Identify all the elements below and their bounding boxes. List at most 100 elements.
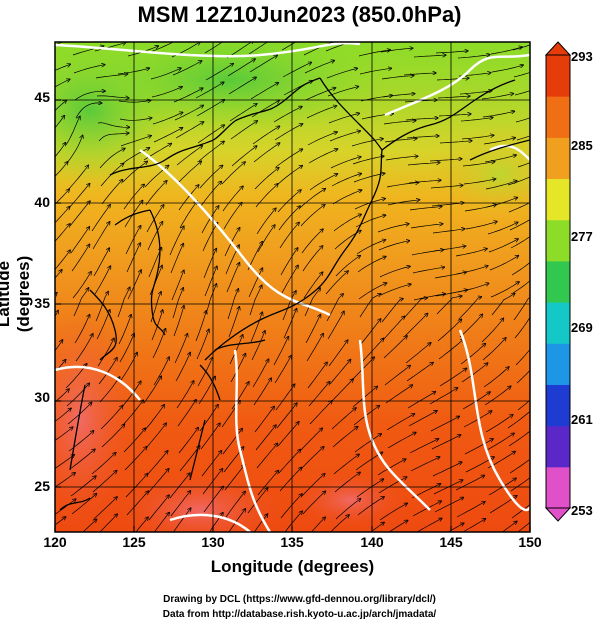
lat-tick: 35 — [34, 295, 50, 311]
streamline — [507, 176, 530, 186]
streamline — [489, 256, 519, 271]
streamline — [99, 514, 117, 532]
streamline — [175, 352, 190, 382]
streamline — [253, 143, 280, 163]
streamline — [512, 44, 530, 51]
streamline — [464, 439, 493, 455]
streamline — [144, 405, 164, 431]
streamline — [197, 125, 224, 144]
streamline — [403, 298, 427, 319]
lon-tick: 135 — [280, 534, 304, 550]
streamline — [122, 161, 147, 183]
streamline — [409, 207, 442, 211]
y-axis-label: Latitude (degrees) — [0, 255, 33, 333]
streamline — [413, 55, 446, 58]
streamline — [491, 293, 515, 316]
streamline — [483, 138, 515, 145]
streamline — [201, 206, 219, 234]
streamline — [68, 184, 90, 209]
streamline — [249, 55, 277, 73]
streamline — [304, 61, 334, 74]
streamline — [379, 266, 410, 278]
streamline — [387, 200, 420, 206]
streamline — [72, 272, 91, 299]
streamline — [280, 494, 302, 519]
streamline — [228, 307, 239, 338]
lat-tick: 40 — [34, 194, 50, 210]
streamline — [221, 162, 245, 185]
streamline — [205, 64, 233, 81]
streamline — [407, 163, 440, 166]
streamline — [171, 270, 184, 301]
streamline — [388, 520, 408, 532]
streamline — [490, 282, 519, 298]
streamline — [277, 190, 301, 213]
streamline — [250, 83, 279, 100]
streamline — [361, 338, 384, 363]
streamline — [169, 473, 190, 499]
streamline — [381, 299, 403, 323]
streamline — [66, 135, 83, 164]
streamline — [276, 166, 302, 186]
streamline — [94, 42, 126, 52]
streamline — [248, 268, 263, 298]
streamline — [122, 400, 143, 426]
streamline — [416, 518, 442, 532]
streamline — [248, 42, 269, 55]
streamline — [352, 386, 377, 408]
streamline — [515, 348, 530, 366]
lon-tick: 125 — [122, 534, 146, 550]
streamline — [358, 50, 390, 57]
streamline — [386, 414, 415, 431]
streamline — [100, 406, 123, 430]
streamline — [508, 430, 530, 447]
streamline — [176, 146, 202, 166]
streamline — [330, 379, 353, 403]
streamline — [379, 503, 407, 521]
figure-title: MSM 12Z10Jun2023 (850.0hPa) — [137, 2, 462, 27]
streamline — [360, 319, 381, 345]
colorbar-segment — [546, 425, 570, 468]
streamline — [380, 48, 413, 53]
streamline — [67, 165, 88, 191]
streamline — [378, 477, 407, 494]
streamline — [273, 337, 289, 366]
streamline — [353, 173, 385, 183]
streamline — [169, 226, 184, 256]
streamline — [309, 174, 338, 191]
streamline — [491, 65, 523, 73]
streamline — [135, 517, 148, 532]
streamline — [227, 59, 255, 77]
streamline — [435, 51, 468, 54]
streamline — [195, 82, 224, 99]
streamline — [410, 224, 443, 229]
streamline — [283, 309, 297, 339]
streamline — [177, 400, 196, 427]
streamline — [200, 423, 220, 450]
streamline — [335, 499, 361, 520]
streamline — [170, 244, 183, 274]
streamline — [204, 42, 223, 54]
streamline — [516, 135, 530, 141]
streamline — [231, 382, 249, 410]
streamline — [92, 471, 117, 493]
streamline — [282, 291, 296, 321]
streamline — [91, 205, 110, 232]
streamline — [277, 422, 299, 447]
streamline — [177, 161, 201, 184]
streamline — [279, 222, 299, 249]
streamline — [413, 294, 445, 301]
streamline — [301, 229, 323, 254]
streamline — [331, 408, 356, 430]
streamline — [408, 411, 437, 427]
streamline — [276, 403, 297, 429]
streamline — [381, 76, 414, 80]
streamline — [91, 453, 116, 475]
streamline — [147, 222, 163, 251]
lat-tick: 30 — [34, 389, 50, 405]
streamline — [436, 78, 469, 80]
streamline — [120, 353, 137, 381]
streamline — [55, 340, 63, 352]
streamline — [438, 114, 471, 117]
